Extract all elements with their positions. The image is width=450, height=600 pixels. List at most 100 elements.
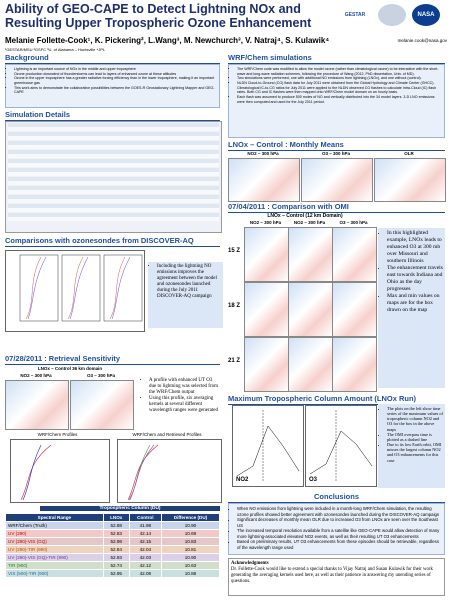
bullet: Ozone in the upper troposphere has a gre…	[14, 76, 217, 85]
text-box: The WRF/Chem code was modified to allow …	[228, 64, 445, 138]
table-row: UV (290)-TIR (990) 52.84 42.04 10.81	[5, 545, 221, 554]
map	[332, 227, 377, 282]
table-row: UV (290)-VIS (GQ) 52.98 42.15 10.83	[5, 537, 221, 546]
bullet: Due to its low Earth orbit, OMI misses t…	[387, 442, 443, 463]
row-label: 21 Z	[228, 358, 241, 364]
table-row	[8, 131, 219, 136]
bullet: When NO emissions from lightning were in…	[237, 506, 442, 517]
table-cell: 52.83	[102, 529, 130, 538]
figure	[117, 439, 222, 503]
figure	[5, 250, 145, 332]
figure	[305, 405, 377, 487]
table-cell: 52.84	[102, 545, 130, 554]
table-row	[8, 127, 219, 131]
table-row	[8, 163, 219, 167]
logo: GESTAR	[344, 12, 366, 18]
table-cell: 42.03	[128, 553, 162, 562]
table-cell: 10.63	[160, 561, 221, 570]
table-cell: 52.95	[102, 569, 130, 578]
bullet: The enhancement travels east towards Ind…	[387, 265, 443, 293]
profile-plot	[127, 444, 159, 501]
table-row: VIS (500)-TIR (900) 52.95 42.08 10.86	[5, 569, 221, 578]
map	[244, 282, 289, 337]
panel-label: OLR	[404, 151, 414, 156]
bullet: Using this profile, six averaging kernel…	[149, 396, 218, 414]
results-table: Spectral Range LNOx Control Difference (DU)…	[5, 513, 221, 578]
panel-label: NO2 – 300 hPa	[247, 151, 279, 156]
table-row	[8, 185, 219, 190]
section-title: Maximum Tropospheric Column Amount (LNOx…	[228, 394, 445, 405]
table-caption: Tropospheric Column (DU)	[40, 506, 220, 511]
table-row: WRF/Chem (Truth) 52.88 41.98 10.90	[5, 521, 221, 530]
table-row	[8, 172, 219, 176]
table-cell: UV (290)-TIR (990)	[5, 545, 104, 554]
bullet: The OMI overpass time is plotted as a da…	[387, 432, 443, 442]
timeseries	[309, 410, 373, 482]
text-box: In this highlighted example, LNOx leads …	[378, 228, 445, 388]
bullet: NLDN Cloud-to-Ground (CG) flash data for…	[237, 81, 442, 95]
acknowledgments: Acknowledgments Dr. Follette-Cook would …	[228, 558, 445, 596]
table-cell: 52.88	[102, 521, 130, 530]
map	[228, 158, 300, 202]
figure	[232, 405, 304, 487]
text-box: Including the lightning NO emissions imp…	[148, 262, 223, 328]
profile-plot	[20, 444, 52, 501]
panel-label: NO2 – 300 hPa	[249, 220, 282, 225]
timeseries	[236, 410, 300, 482]
panel-label: O3	[309, 477, 318, 483]
affiliations: ¹GESTAR/MSU ²GSFC ³U. of Alabama – Hunts…	[5, 47, 106, 52]
table-cell: 42.04	[128, 545, 162, 554]
logo	[378, 4, 406, 26]
table-row	[8, 199, 219, 203]
table-row	[8, 176, 219, 181]
table-cell: 10.83	[160, 537, 221, 546]
map-row: NO2 – 300 hPa O3 – 300 hPa OLR	[228, 151, 446, 202]
text-box: A profile with enhanced UT O3 due to lig…	[140, 376, 220, 428]
figure	[10, 439, 110, 503]
map-grid: NO2 – 300 hPa NO2 – 300 hPa O3 – 300 hPa 15…	[228, 220, 377, 392]
table-cell: 10.86	[160, 569, 221, 578]
section-title: Comparisons with ozonesondes from DISCOV…	[5, 236, 220, 247]
map	[244, 227, 289, 282]
text-box: When NO emissions from lightning were in…	[228, 503, 445, 555]
bullet: Max and min values on maps are for the b…	[387, 293, 443, 314]
table-cell: UV (290)	[5, 529, 104, 538]
map	[70, 380, 134, 430]
bullet: Each flash was assumed to produce 500 mo…	[237, 95, 442, 104]
table-row	[8, 190, 219, 194]
table-cell: TIR (900)	[5, 561, 104, 570]
bullet: The increased temporal resolution availa…	[237, 528, 442, 539]
table-row	[8, 145, 219, 149]
table-cell: 42.14	[128, 529, 162, 538]
email: melanie.cook@nasa.gov	[397, 38, 447, 43]
table-cell: 10.69	[160, 529, 221, 538]
table: Spectral Range LNOx Control Difference (DU)…	[5, 513, 221, 578]
details-table	[5, 121, 222, 233]
section-title: 07/28/2011 : Retrieval Sensitivity	[5, 354, 220, 365]
table-cell: 52.74	[102, 561, 130, 570]
ack-text: Dr. Follette-Cook would like to extend a…	[231, 566, 433, 584]
table-row	[8, 140, 219, 145]
panel-title: LNOx – Control 36 km domain	[37, 366, 103, 371]
panel-title: LNOx – Control (12 km Domain)	[267, 213, 343, 219]
bullet: This work aims to demonstrate the collab…	[14, 86, 217, 95]
table-row	[8, 217, 219, 221]
header-cell: Difference (DU)	[160, 513, 221, 522]
table-cell: UV (290)-VIS (GQ)-TIR (990)	[5, 553, 104, 562]
logo: NASA	[412, 4, 440, 26]
header-row: Spectral Range LNOx Control Difference (DU)	[5, 513, 221, 522]
table-cell: 42.12	[128, 561, 162, 570]
bullet: The plots on the left show time series o…	[387, 406, 443, 432]
table-row: UV (290)-VIS (GQ)-TIR (990) 52.93 42.03 10.…	[5, 553, 221, 562]
title: Ability of GEO-CAPE to Detect Lightning …	[5, 2, 312, 30]
table-cell: 10.81	[160, 545, 221, 554]
bullet: Lightning is an important source of NOx …	[14, 67, 217, 72]
table-row	[8, 154, 219, 158]
map	[5, 380, 69, 430]
bullet: The WRF/Chem code was modified to allow …	[237, 67, 442, 76]
section-title: Simulation Details	[5, 110, 220, 121]
row-label: 18 Z	[228, 303, 241, 309]
panel-label: O3 – 300 hPa	[86, 373, 116, 378]
bullet: Significant decreases of monthly mean OL…	[237, 517, 442, 528]
